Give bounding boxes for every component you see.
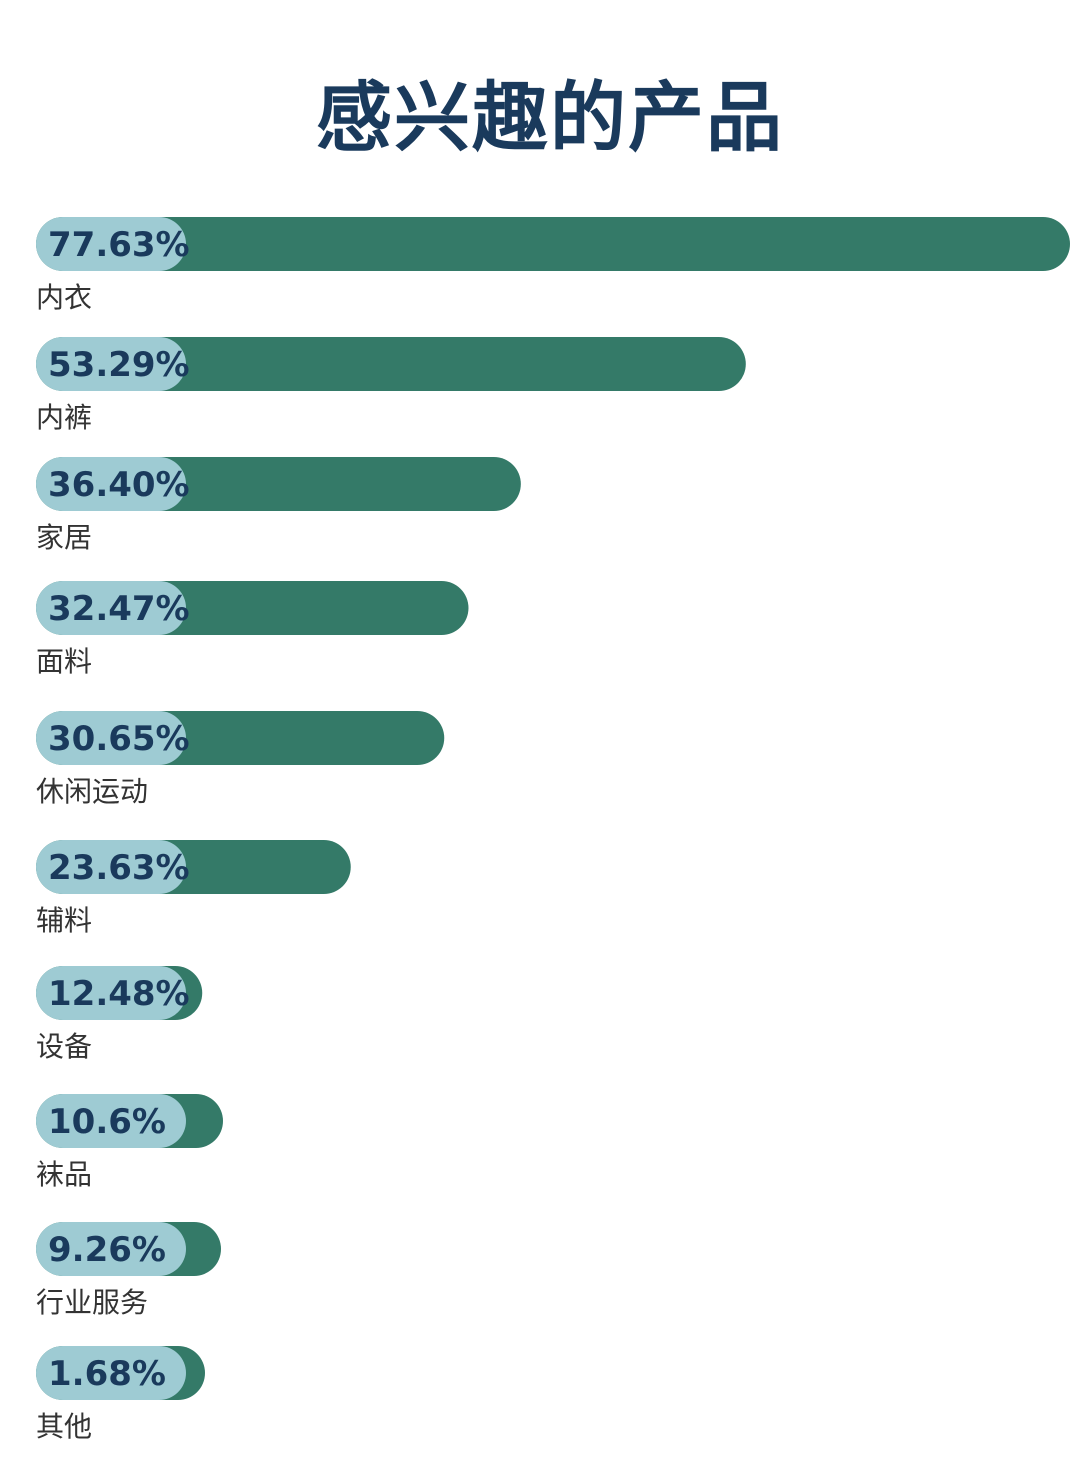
value-label: 32.47% xyxy=(48,589,190,629)
bar-group: 36.40% 家居 xyxy=(36,457,521,554)
chart-title: 感兴趣的产品 xyxy=(316,73,784,162)
bar-group: 10.6% 袜品 xyxy=(36,1094,223,1191)
value-pill xyxy=(36,217,186,271)
value-label: 10.6% xyxy=(48,1102,166,1142)
value-label: 9.26% xyxy=(48,1230,166,1270)
value-pill xyxy=(36,581,186,635)
value-pill xyxy=(36,457,186,511)
value-pill xyxy=(36,1346,186,1400)
value-pill xyxy=(36,337,186,391)
value-label: 36.40% xyxy=(48,465,190,505)
value-label: 77.63% xyxy=(48,225,190,265)
bar-group: 12.48% 设备 xyxy=(36,966,203,1063)
category-label: 其他 xyxy=(36,1410,92,1443)
value-pill xyxy=(36,966,186,1020)
category-label: 内裤 xyxy=(36,401,92,434)
bar-group: 1.68% 其他 xyxy=(36,1346,205,1443)
value-label: 23.63% xyxy=(48,848,190,888)
category-label: 家居 xyxy=(36,521,92,554)
value-pill xyxy=(36,1094,186,1148)
bar-group: 23.63% 辅料 xyxy=(36,840,351,937)
category-label: 设备 xyxy=(36,1030,92,1063)
category-label: 休闲运动 xyxy=(36,775,148,808)
value-pill xyxy=(36,1222,186,1276)
bar xyxy=(36,337,746,391)
value-pill xyxy=(36,840,186,894)
bar-group: 77.63% 内衣 xyxy=(36,217,1070,314)
bar-group: 9.26% 行业服务 xyxy=(36,1222,221,1319)
category-label: 辅料 xyxy=(36,904,92,937)
category-label: 袜品 xyxy=(36,1158,92,1191)
category-label: 内衣 xyxy=(36,281,92,314)
bar-group: 32.47% 面料 xyxy=(36,581,469,678)
bar-group: 30.65% 休闲运动 xyxy=(36,711,445,808)
category-label: 行业服务 xyxy=(36,1286,148,1319)
value-label: 1.68% xyxy=(48,1354,166,1394)
bar xyxy=(36,217,1070,271)
value-label: 30.65% xyxy=(48,719,190,759)
value-label: 53.29% xyxy=(48,345,190,385)
category-label: 面料 xyxy=(36,645,92,678)
value-label: 12.48% xyxy=(48,974,190,1014)
value-pill xyxy=(36,711,186,765)
bar-group: 53.29% 内裤 xyxy=(36,337,746,434)
